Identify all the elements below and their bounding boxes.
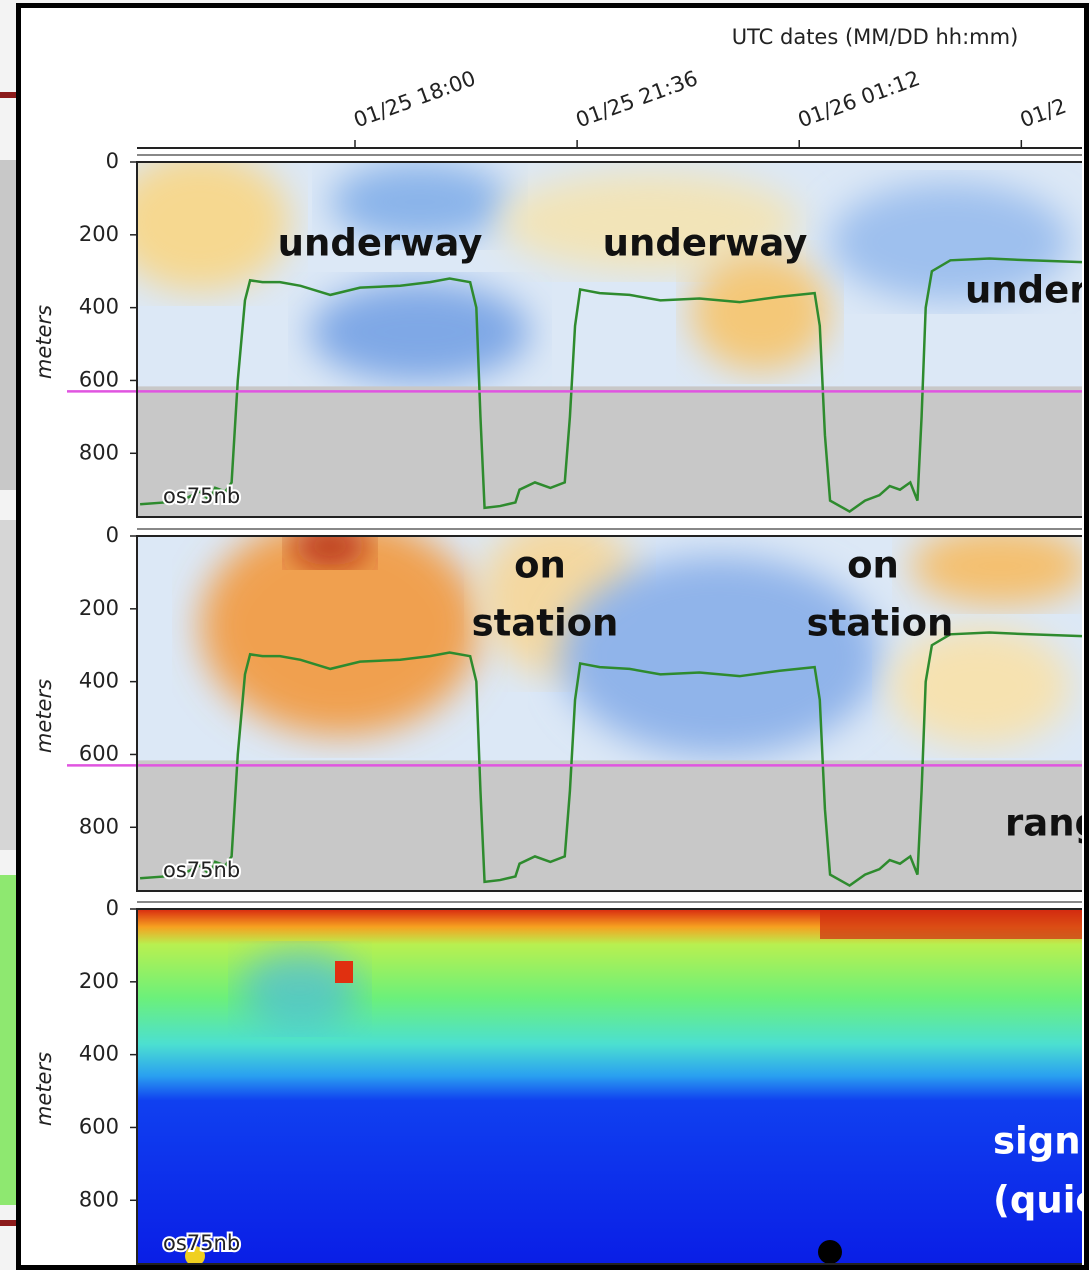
y-axis-label: meters [32,305,56,379]
slide-fragment [0,160,20,490]
y-tick-label: 400 [79,669,119,693]
heatmap-patch [240,949,360,1029]
instrument-label: os75nb [163,858,240,882]
plot-area: 0 200 400 600 800 meters os75nb underway underwa… [32,25,1090,1265]
marker-dot [818,1240,842,1264]
marker-dot [185,1246,205,1264]
heatmap-patch [910,536,1082,606]
y-tick-label: 800 [79,814,119,838]
y-tick-label: 600 [79,1114,119,1138]
heatmap-patch [310,282,530,382]
slide-fragment [0,92,20,98]
x-axis-label: UTC dates (MM/DD hh:mm) [732,25,1019,49]
panel-border [136,535,1082,892]
panel [137,162,1082,517]
heatmap-patch [335,961,353,983]
y-tick-label: 600 [79,741,119,765]
depth-line [139,631,1082,888]
slide-fragment [0,1220,20,1226]
y-tick-label: 800 [79,1187,119,1211]
annotation: signa [993,1120,1090,1163]
y-tick-label: 400 [79,295,119,319]
y-tick-label: 600 [79,367,119,391]
annotation: underway [603,222,808,265]
y-axis-label: meters [32,679,56,753]
masked-region [137,760,1082,891]
panel-border [136,161,1082,518]
annotation: station [807,602,954,645]
annotation: on [847,544,899,587]
annotation: on [514,544,566,587]
slide-fragment [0,875,20,1205]
masked-region [137,386,1082,517]
y-axis-label: meters [32,1052,56,1126]
panel-border [136,908,1082,1265]
annotation: (quie [993,1179,1090,1222]
instrument-label: os75nb [163,484,240,508]
y-tick-label: 200 [79,969,119,993]
heatmap-patch [830,182,1070,302]
heatmap-patch [500,172,800,272]
heatmap-patch [290,536,370,566]
annotation: station [472,602,619,645]
heatmap-patch [560,556,880,756]
slide-fragment [0,520,20,850]
y-tick-label: 200 [79,222,119,246]
y-tick-label: 0 [106,896,119,920]
heatmap-patch [890,626,1070,746]
y-tick-label: 200 [79,596,119,620]
annotation: under [965,269,1088,312]
panel [137,536,1082,891]
y-tick-label: 0 [106,149,119,173]
y-tick-label: 0 [106,523,119,547]
y-tick-label: 400 [79,1042,119,1066]
heatmap-patch [690,252,830,372]
depth-line [139,257,1082,514]
instrument-label: os75nb [163,1231,240,1255]
panel [137,909,1082,1264]
y-tick-label: 800 [79,440,119,464]
frame [16,3,1089,1270]
heatmap-patch [200,536,480,736]
heatmap-patch [330,162,510,242]
annotation: rang [1005,802,1090,845]
heatmap-patch [137,162,290,292]
heatmap-patch [820,909,1082,939]
annotation: underway [278,222,483,265]
